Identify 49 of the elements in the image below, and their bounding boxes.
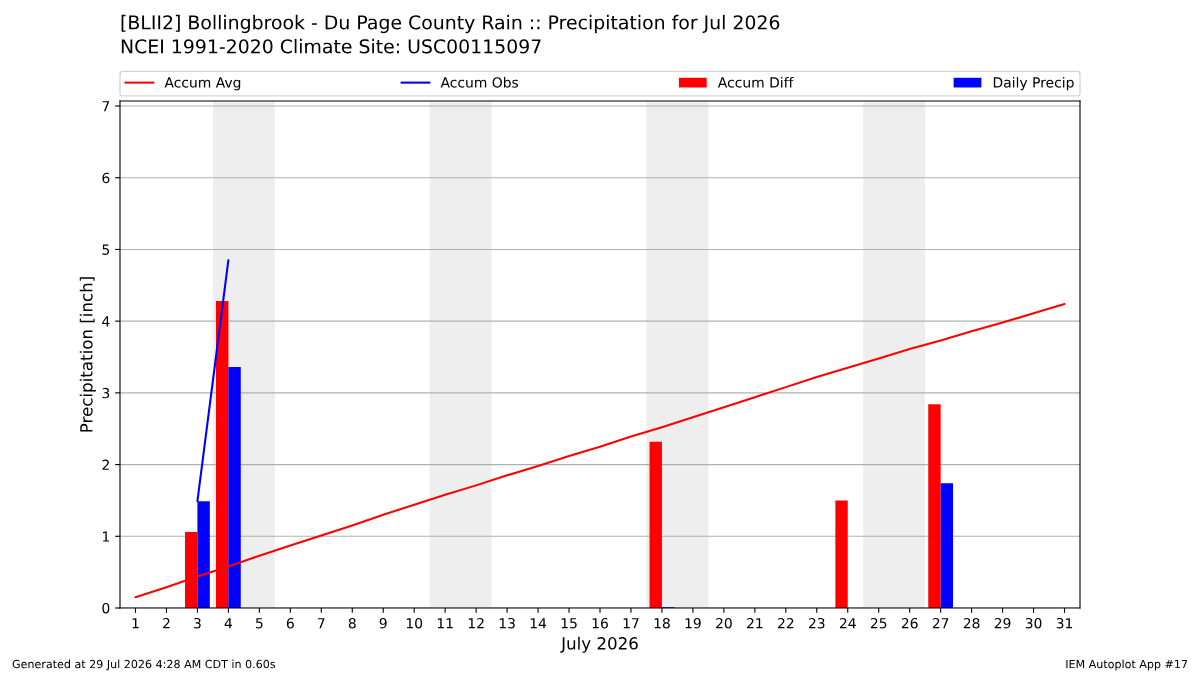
x-tick-label: 15: [561, 618, 577, 629]
legend-label: Daily Precip: [993, 76, 1074, 91]
x-tick-label: 30: [1025, 617, 1042, 629]
x-tick-label: 11: [437, 618, 453, 629]
text: IEM Autoplot App #17: [1066, 659, 1188, 671]
y-tick-label: 5: [102, 244, 110, 255]
chart-subtitle: NCEI 1991-2020 Climate Site: USC00115097: [121, 38, 541, 54]
x-tick-label: 8: [348, 617, 356, 629]
legend-label: Accum Avg: [164, 77, 241, 91]
x-tick-label: 22: [777, 617, 794, 629]
chart-title: [BLII2] Bollingbrook - Du Page County Rain :: Precipitation for Jul 2026: [121, 14, 780, 34]
x-tick-label: 23: [808, 617, 825, 629]
y-tick-label: 0: [102, 602, 110, 614]
x-tick-label: 27: [932, 617, 949, 629]
x-tick-label: 25: [870, 617, 887, 629]
x-tick-label: 16: [592, 617, 608, 629]
x-tick-label: 13: [499, 617, 515, 629]
y-tick-label: 7: [102, 101, 110, 112]
x-tick-label: 26: [901, 617, 918, 629]
y-axis-title: Precipitation [inch]: [79, 277, 96, 432]
x-tick-label: 3: [194, 617, 201, 629]
y-tick-label: 1: [102, 531, 109, 542]
x-tick-label: 1: [132, 618, 139, 629]
x-tick-label: 12: [468, 617, 484, 629]
y-tick-label: 6: [102, 172, 110, 184]
x-axis-title: July 2026: [560, 636, 638, 653]
x-tick-label: 2: [163, 617, 170, 629]
x-tick-label: 24: [839, 617, 856, 629]
x-tick-label: 20: [716, 617, 732, 629]
x-tick-label: 28: [963, 617, 980, 629]
legend-label: Accum Diff: [717, 76, 794, 88]
x-tick-label: 29: [994, 617, 1011, 629]
x-tick-label: 6: [286, 617, 294, 629]
x-tick-label: 14: [530, 618, 547, 629]
x-tick-label: 19: [685, 617, 701, 629]
x-tick-label: 4: [224, 618, 233, 629]
y-tick-label: 4: [102, 316, 110, 327]
x-tick-label: 10: [406, 617, 423, 629]
x-tick-label: 18: [654, 617, 670, 629]
x-tick-label: 7: [318, 618, 325, 629]
y-tick-label: 2: [102, 459, 109, 470]
x-tick-label: 21: [747, 617, 763, 629]
x-tick-label: 9: [379, 617, 387, 629]
x-tick-label: 17: [623, 618, 639, 629]
text: Generated at 29 Jul 2026 4:28 AM CDT in 0.60s: [12, 659, 276, 671]
y-tick-label: 3: [102, 387, 110, 399]
x-tick-label: 5: [256, 618, 263, 629]
x-tick-label: 31: [1056, 617, 1073, 629]
legend-label: Accum Obs: [440, 76, 519, 88]
